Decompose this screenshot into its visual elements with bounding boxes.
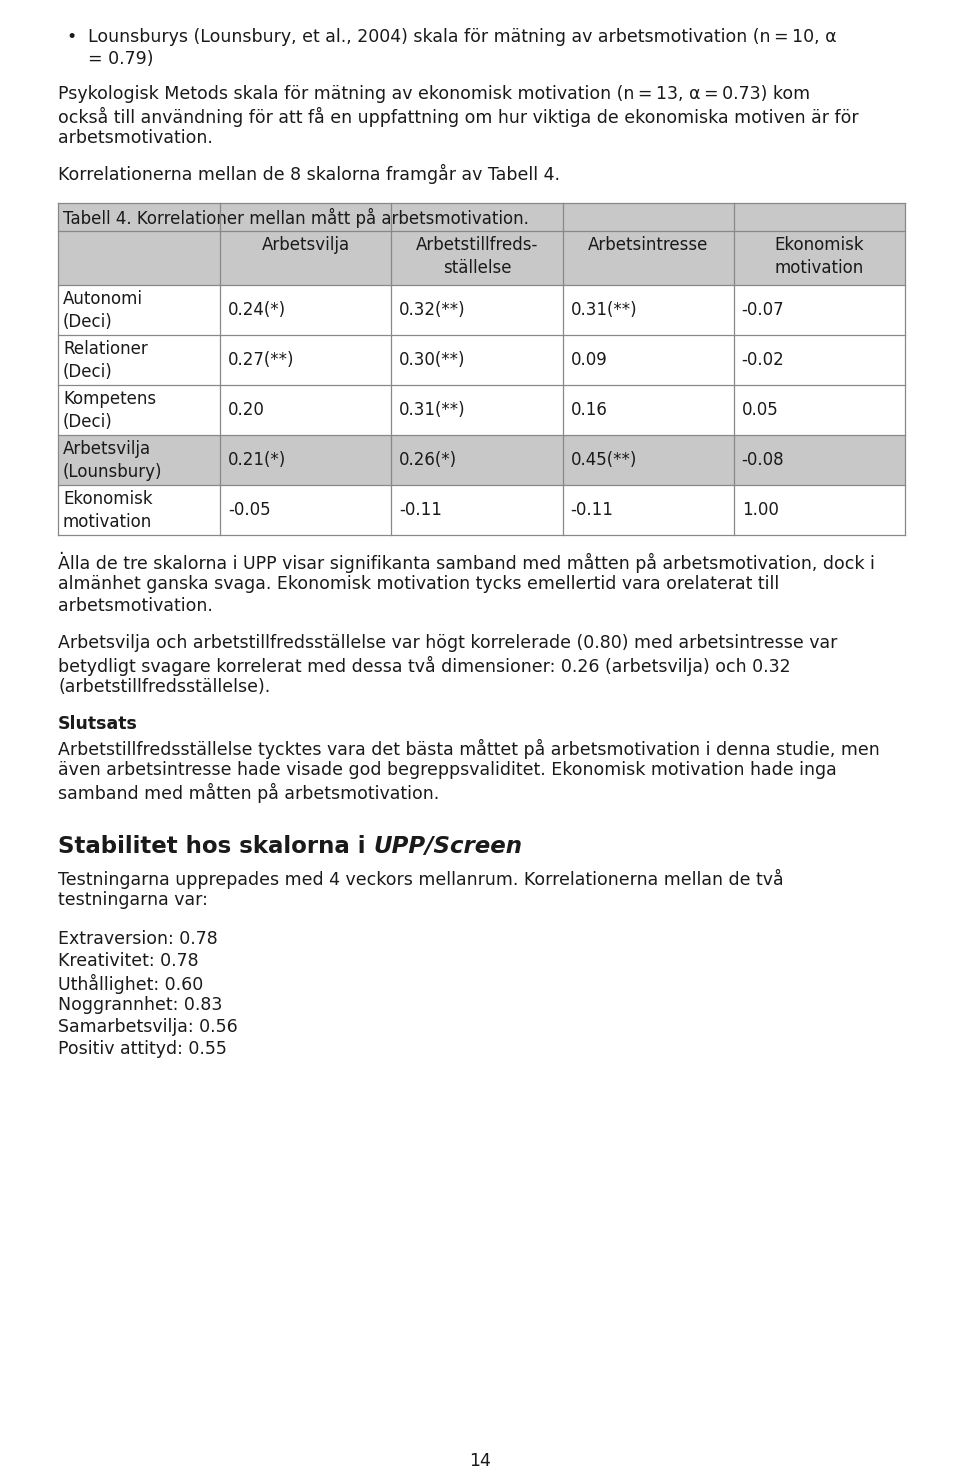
Text: almänhet ganska svaga. Ekonomisk motivation tycks emellertid vara orelaterat til: almänhet ganska svaga. Ekonomisk motivat…: [58, 576, 780, 593]
Text: -0.11: -0.11: [570, 502, 613, 519]
Text: 14: 14: [469, 1452, 491, 1470]
Text: 0.24(*): 0.24(*): [228, 300, 286, 320]
Text: Alla de tre skalorna i UPP visar signifikanta samband med måtten på arbetsmotiva: Alla de tre skalorna i UPP visar signifi…: [58, 554, 875, 573]
Text: Arbetsvilja och arbetstillfredsställelse var högt korrelerade (0.80) med arbetsi: Arbetsvilja och arbetstillfredsställelse…: [58, 633, 837, 653]
Text: -0.05: -0.05: [228, 502, 271, 519]
Text: Arbetstillfreds-
ställelse: Arbetstillfreds- ställelse: [416, 235, 538, 277]
Text: Extraversion: 0.78: Extraversion: 0.78: [58, 931, 218, 949]
Text: Relationer
(Deci): Relationer (Deci): [63, 340, 148, 380]
Text: Arbetstillfredsställelse tycktes vara det bästa måttet på arbetsmotivation i den: Arbetstillfredsställelse tycktes vara de…: [58, 739, 879, 759]
Text: Arbetsvilja: Arbetsvilja: [261, 235, 349, 255]
Bar: [58, 485, 905, 534]
Text: 0.31(**): 0.31(**): [399, 401, 466, 419]
Bar: [58, 334, 905, 385]
Text: också till användning för att få en uppfattning om hur viktiga de ekonomiska mot: också till användning för att få en uppf…: [58, 107, 858, 127]
Text: testningarna var:: testningarna var:: [58, 891, 208, 909]
Text: Psykologisk Metods skala för mätning av ekonomisk motivation (n = 13, α = 0.73) : Psykologisk Metods skala för mätning av …: [58, 84, 810, 104]
Text: Autonomi
(Deci): Autonomi (Deci): [63, 290, 143, 332]
Text: (arbetstillfredsställelse).: (arbetstillfredsställelse).: [58, 678, 271, 696]
Text: 0.45(**): 0.45(**): [570, 451, 636, 469]
Text: arbetsmotivation.: arbetsmotivation.: [58, 129, 213, 147]
Text: 0.26(*): 0.26(*): [399, 451, 457, 469]
Text: Slutsats: Slutsats: [58, 715, 138, 733]
Text: Arbetsintresse: Arbetsintresse: [588, 235, 708, 255]
Text: arbetsmotivation.: arbetsmotivation.: [58, 596, 213, 614]
Text: även arbetsintresse hade visade god begreppsvaliditet. Ekonomisk motivation hade: även arbetsintresse hade visade god begr…: [58, 761, 837, 778]
Text: Positiv attityd: 0.55: Positiv attityd: 0.55: [58, 1039, 227, 1058]
Text: Uthållighet: 0.60: Uthållighet: 0.60: [58, 974, 204, 995]
Text: 0.20: 0.20: [228, 401, 265, 419]
Text: Arbetsvilja
(Lounsbury): Arbetsvilja (Lounsbury): [63, 440, 162, 481]
Text: 0.21(*): 0.21(*): [228, 451, 286, 469]
Text: -0.07: -0.07: [742, 300, 784, 320]
Text: 0.32(**): 0.32(**): [399, 300, 466, 320]
Bar: [58, 385, 905, 435]
Text: = 0.79): = 0.79): [88, 50, 154, 68]
Text: 0.31(**): 0.31(**): [570, 300, 637, 320]
Bar: [58, 435, 905, 485]
Text: UPP/Screen: UPP/Screen: [373, 835, 522, 858]
Text: Noggrannhet: 0.83: Noggrannhet: 0.83: [58, 996, 223, 1014]
Text: -0.11: -0.11: [399, 502, 443, 519]
Text: Kreativitet: 0.78: Kreativitet: 0.78: [58, 952, 199, 969]
Text: 1.00: 1.00: [742, 502, 779, 519]
Text: -0.08: -0.08: [742, 451, 784, 469]
Bar: [58, 203, 905, 231]
Text: Lounsburys (Lounsbury, et al., 2004) skala för mätning av arbetsmotivation (n = : Lounsburys (Lounsbury, et al., 2004) ska…: [88, 28, 836, 46]
Text: .: .: [58, 540, 63, 558]
Bar: [58, 286, 905, 334]
Text: 0.09: 0.09: [570, 351, 608, 369]
Text: Kompetens
(Deci): Kompetens (Deci): [63, 391, 156, 431]
Text: 0.27(**): 0.27(**): [228, 351, 295, 369]
Text: Ekonomisk
motivation: Ekonomisk motivation: [775, 235, 864, 277]
Text: 0.16: 0.16: [570, 401, 608, 419]
Text: Korrelationerna mellan de 8 skalorna framgår av Tabell 4.: Korrelationerna mellan de 8 skalorna fra…: [58, 164, 560, 184]
Text: -0.02: -0.02: [742, 351, 784, 369]
Text: Stabilitet hos skalorna i: Stabilitet hos skalorna i: [58, 835, 373, 858]
Text: Tabell 4. Korrelationer mellan mått på arbetsmotivation.: Tabell 4. Korrelationer mellan mått på a…: [63, 209, 529, 228]
Text: Testningarna upprepades med 4 veckors mellanrum. Korrelationerna mellan de två: Testningarna upprepades med 4 veckors me…: [58, 869, 783, 889]
Text: 0.30(**): 0.30(**): [399, 351, 466, 369]
Text: Samarbetsvilja: 0.56: Samarbetsvilja: 0.56: [58, 1018, 238, 1036]
Text: betydligt svagare korrelerat med dessa två dimensioner: 0.26 (arbetsvilja) och 0: betydligt svagare korrelerat med dessa t…: [58, 656, 791, 676]
Text: samband med måtten på arbetsmotivation.: samband med måtten på arbetsmotivation.: [58, 783, 440, 802]
Text: Ekonomisk
motivation: Ekonomisk motivation: [63, 490, 153, 531]
Text: 0.05: 0.05: [742, 401, 779, 419]
Bar: [58, 231, 905, 286]
Text: •: •: [66, 28, 76, 46]
